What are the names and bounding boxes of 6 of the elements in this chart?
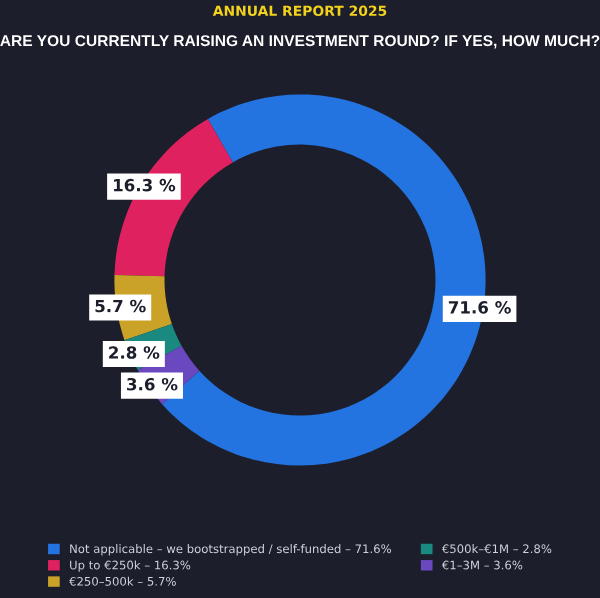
donut-slice [162, 94, 486, 466]
data-label: 2.8 % [109, 346, 160, 359]
data-label: 5.7 % [95, 299, 146, 313]
data-label: 3.6 % [127, 377, 178, 391]
data-label: 71.6 % [448, 301, 511, 314]
data-label: 16.3 % [114, 178, 176, 192]
